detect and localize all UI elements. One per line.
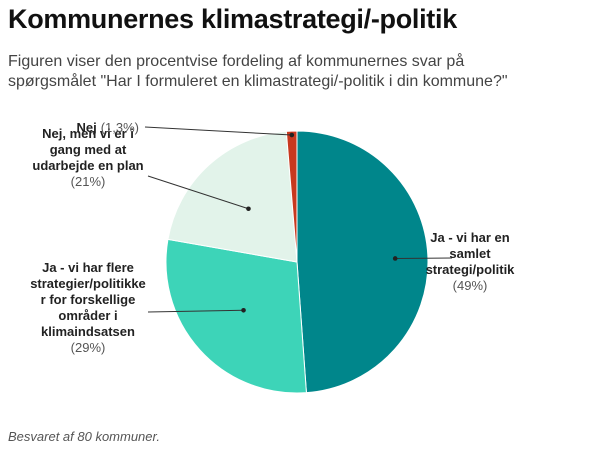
- leader-dot-nej: [289, 132, 295, 138]
- slice-label-name: Ja - vi har en: [430, 230, 510, 245]
- pie-slice-ja-samlet: [296, 130, 429, 394]
- slice-label-name: strategi/politik: [426, 262, 516, 277]
- slice-label-ja-samlet: Ja - vi har en samlet strategi/politik (49%…: [426, 230, 516, 293]
- chart-subtitle: Figuren viser den procentvise fordeling …: [8, 52, 583, 92]
- subtitle-line-2: spørgsmålet "Har I formuleret en klimast…: [8, 73, 508, 90]
- slice-label-percent: (1,3%): [101, 120, 139, 135]
- pie-slice-nej-i-gang: [167, 130, 298, 263]
- slice-label-percent: (29%): [71, 340, 106, 355]
- slice-label-ja-flere: Ja - vi har flere strategier/politikke r f…: [30, 260, 146, 355]
- footnote: Besvaret af 80 kommuner.: [8, 429, 160, 444]
- leader-line-nej: [144, 126, 292, 136]
- leader-dot-ja-flere: [241, 307, 246, 313]
- slice-label-name: gang med at: [50, 142, 127, 157]
- pie-slice-ja-flere: [165, 238, 307, 394]
- pie-chart: Ja - vi har en samlet strategi/politik (49%…: [30, 120, 516, 394]
- slice-label-nej-i-gang: Nej, men vi er i gang med at udarbejde en …: [32, 126, 143, 189]
- slice-label-name: r for forskellige: [41, 292, 136, 307]
- slice-label-name: samlet: [449, 246, 491, 261]
- pie-slice-nej: [285, 130, 298, 263]
- slice-label-name: udarbejde en plan: [32, 158, 143, 173]
- leader-dot-ja-samlet: [392, 256, 398, 261]
- slice-label-name: klimaindsatsen: [41, 324, 135, 339]
- slice-label-name: Nej: [76, 120, 96, 135]
- chart-title: Kommunernes klimastrategi/-politik: [8, 4, 457, 34]
- slice-label-name: Ja - vi har flere: [42, 260, 134, 275]
- leader-dot-nej-i-gang: [246, 206, 251, 212]
- slice-label-percent: (49%): [453, 278, 488, 293]
- slice-label-name: Nej, men vi er i: [42, 126, 134, 141]
- subtitle-line-1: Figuren viser den procentvise fordeling …: [8, 53, 465, 70]
- slice-label-name: områder i: [58, 308, 117, 323]
- leader-line-nej-i-gang: [147, 175, 249, 210]
- slice-label-name: strategier/politikke: [30, 276, 146, 291]
- slice-label-percent: (21%): [71, 174, 106, 189]
- leader-line-ja-flere: [147, 309, 244, 313]
- slice-label-nej: Nej (1,3%): [76, 120, 139, 135]
